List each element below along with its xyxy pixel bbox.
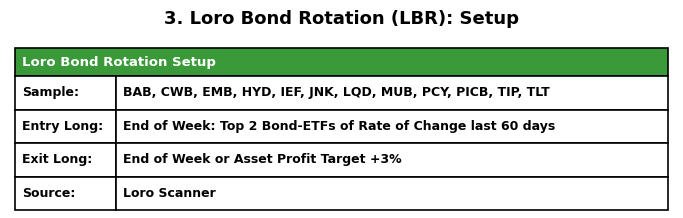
Text: End of Week: Top 2 Bond-ETFs of Rate of Change last 60 days: End of Week: Top 2 Bond-ETFs of Rate of …: [123, 120, 555, 133]
Text: Entry Long:: Entry Long:: [22, 120, 103, 133]
Text: Exit Long:: Exit Long:: [22, 153, 92, 166]
Text: 3. Loro Bond Rotation (LBR): Setup: 3. Loro Bond Rotation (LBR): Setup: [164, 10, 519, 28]
Text: Loro Bond Rotation Setup: Loro Bond Rotation Setup: [22, 56, 216, 68]
Text: BAB, CWB, EMB, HYD, IEF, JNK, LQD, MUB, PCY, PICB, TIP, TLT: BAB, CWB, EMB, HYD, IEF, JNK, LQD, MUB, …: [123, 86, 550, 99]
Text: End of Week or Asset Profit Target +3%: End of Week or Asset Profit Target +3%: [123, 153, 402, 166]
Text: Loro Scanner: Loro Scanner: [123, 187, 216, 200]
Bar: [116, 76, 668, 109]
Bar: [116, 109, 668, 143]
Text: Source:: Source:: [22, 187, 75, 200]
Bar: [15, 143, 116, 177]
Text: Sample:: Sample:: [22, 86, 79, 99]
Bar: [15, 48, 668, 76]
Bar: [116, 143, 668, 177]
Bar: [116, 177, 668, 210]
Bar: [15, 177, 116, 210]
Bar: [15, 76, 116, 109]
Bar: [15, 109, 116, 143]
